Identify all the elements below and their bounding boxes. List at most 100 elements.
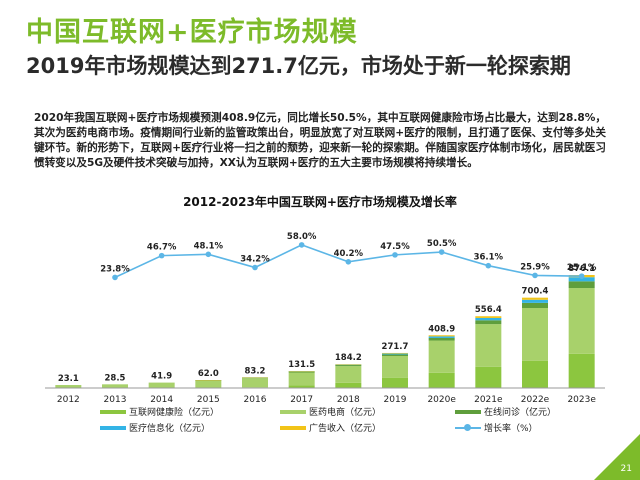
growth-rate-label: 40.2% (334, 249, 364, 259)
bar-segment-2018-4 (335, 364, 362, 365)
growth-rate-point (158, 252, 165, 259)
growth-rate-label: 47.5% (380, 242, 410, 252)
bar-segment-2021e-0 (475, 366, 502, 388)
bar-segment-2020e-4 (428, 335, 455, 337)
bar-segment-2022e-3 (522, 299, 548, 303)
bar-segment-2019-4 (382, 352, 408, 354)
page-number: 21 (620, 464, 632, 474)
x-tick-label: 2019 (384, 395, 407, 405)
x-tick-labels-layer: 2012 2013 2014 2015 2016 2017 2018 2019 2020e 202… (57, 395, 596, 405)
bar-segment-2022e-1 (522, 308, 548, 361)
bar-segment-2015-4 (195, 380, 222, 381)
bar-segment-2021e-4 (475, 316, 502, 318)
legend-item-ad-revenue: 广告收入（亿元） (280, 421, 381, 434)
growth-rate-point (205, 251, 212, 258)
corner-decoration (594, 434, 640, 480)
growth-rate-point (112, 274, 118, 281)
bar-total-label: 271.7 (382, 342, 409, 352)
bars-layer (55, 275, 595, 389)
bar-total-label: 408.9 (428, 324, 455, 334)
bar-segment-2021e-2 (475, 320, 502, 325)
legend-swatch-informatization (100, 425, 126, 430)
bar-segment-2019-3 (382, 353, 408, 355)
bar-total-label: 23.1 (58, 374, 79, 384)
bar-total-label: 184.2 (335, 353, 362, 363)
growth-rate-label: 46.7% (147, 243, 177, 253)
chart-title: 2012-2023年中国互联网+医疗市场规模及增长率 (183, 195, 457, 209)
growth-rate-label: 25.1% (567, 263, 597, 273)
legend-swatch-growth-rate (455, 423, 481, 431)
growth-rate-point (345, 259, 352, 265)
growth-rate-point (392, 252, 398, 258)
bar-segment-2018-2 (335, 365, 362, 367)
growth-rate-label: 48.1% (194, 241, 224, 251)
legend-item-pharma-ecommerce: 医药电商（亿元） (280, 405, 381, 418)
legend-swatch-online-diagnosis (455, 409, 481, 414)
bar-segment-2015-1 (195, 380, 222, 388)
bar-segment-2021e-1 (475, 324, 502, 367)
bar-segment-2020e-1 (428, 340, 455, 373)
growth-rate-point (298, 242, 305, 248)
bar-segment-2022e-4 (522, 297, 548, 300)
legend-label-online-diagnosis: 在线问诊（亿元） (484, 408, 557, 418)
growth-rate-point (438, 249, 445, 255)
x-tick-label: 2012 (57, 395, 80, 405)
growth-rate-point (532, 272, 538, 279)
growth-line-layer: 23.8% 46.7% 48.1% 34.2% 58.0% 40.2% 47.5% 50.5%… (100, 232, 597, 281)
bar-segment-2019-0 (382, 377, 408, 388)
bar-segment-2018-1 (335, 366, 362, 383)
growth-rate-label: 25.9% (520, 262, 550, 272)
bar-segment-2021e-3 (475, 317, 502, 321)
bar-segment-2023e-1 (568, 288, 595, 354)
bar-segment-2017-4 (288, 371, 315, 372)
growth-rate-label: 34.2% (240, 255, 270, 265)
bar-segment-2017-0 (288, 385, 315, 388)
bar-segment-2023e-3 (568, 277, 595, 282)
x-tick-label: 2021e (474, 395, 503, 405)
slide-body-text: 2020年我国互联网+医疗市场规模预测408.9亿元，同比增长50.5%，其中互… (34, 112, 606, 169)
legend-item-growth-rate: 增长率（%） (455, 421, 538, 434)
growth-rate-point (578, 273, 585, 279)
slide-subtitle: 2019年市场规模达到271.7亿元，市场处于新一轮探索期 (26, 54, 571, 78)
bar-segment-2017-2 (288, 371, 315, 373)
legend-swatch-pharma-ecommerce (280, 409, 306, 414)
bar-total-label: 62.0 (198, 369, 219, 379)
x-tick-label: 2014 (150, 395, 173, 405)
bar-segment-2023e-0 (568, 353, 595, 388)
bar-segment-2020e-2 (428, 337, 455, 341)
bar-segment-2020e-0 (428, 372, 455, 388)
bar-total-label: 83.2 (245, 366, 266, 376)
legend-label-ad-revenue: 广告收入（亿元） (309, 424, 382, 434)
x-tick-label: 2018 (337, 395, 360, 405)
x-tick-label: 2023e (567, 395, 596, 405)
legend-item-informatization: 医疗信息化（亿元） (100, 421, 210, 434)
growth-rate-label: 36.1% (474, 253, 504, 263)
growth-rate-point (485, 262, 492, 269)
growth-rate-label: 50.5% (427, 239, 457, 249)
slide-title: 中国互联网+医疗市场规模 (26, 17, 358, 48)
bar-total-label: 556.4 (475, 305, 502, 315)
x-tick-label: 2016 (244, 395, 267, 405)
bar-segment-2019-2 (382, 354, 408, 357)
x-tick-label: 2022e (521, 395, 550, 405)
bar-total-label: 700.4 (522, 287, 549, 297)
legend-item-online-diagnosis: 在线问诊（亿元） (455, 405, 556, 418)
x-tick-label: 2013 (104, 395, 127, 405)
growth-rate-label: 23.8% (100, 264, 130, 274)
legend-label-health-insurance: 互联网健康险（亿元） (129, 408, 220, 418)
bar-segment-2013-1 (102, 384, 128, 388)
legend-label-growth-rate: 增长率（%） (484, 424, 538, 434)
bar-segment-2018-3 (335, 364, 362, 366)
bar-segment-2016-1 (242, 378, 268, 388)
legend-swatch-ad-revenue (280, 425, 306, 430)
bar-segment-2022e-2 (522, 302, 548, 309)
bar-segment-2019-1 (382, 356, 408, 378)
legend-swatch-health-insurance (100, 409, 126, 414)
x-tick-label: 2017 (290, 395, 313, 405)
bar-total-label: 41.9 (151, 372, 172, 382)
bar-total-label: 28.5 (105, 373, 126, 383)
legend-label-pharma-ecommerce: 医药电商（亿元） (309, 408, 382, 418)
bar-segment-2022e-0 (522, 360, 548, 388)
bar-segment-2016-2 (242, 377, 268, 379)
total-labels-layer: 23.1 28.5 41.9 62.0 83.2 131.5 184.2 271.7 408.9… (58, 264, 595, 384)
